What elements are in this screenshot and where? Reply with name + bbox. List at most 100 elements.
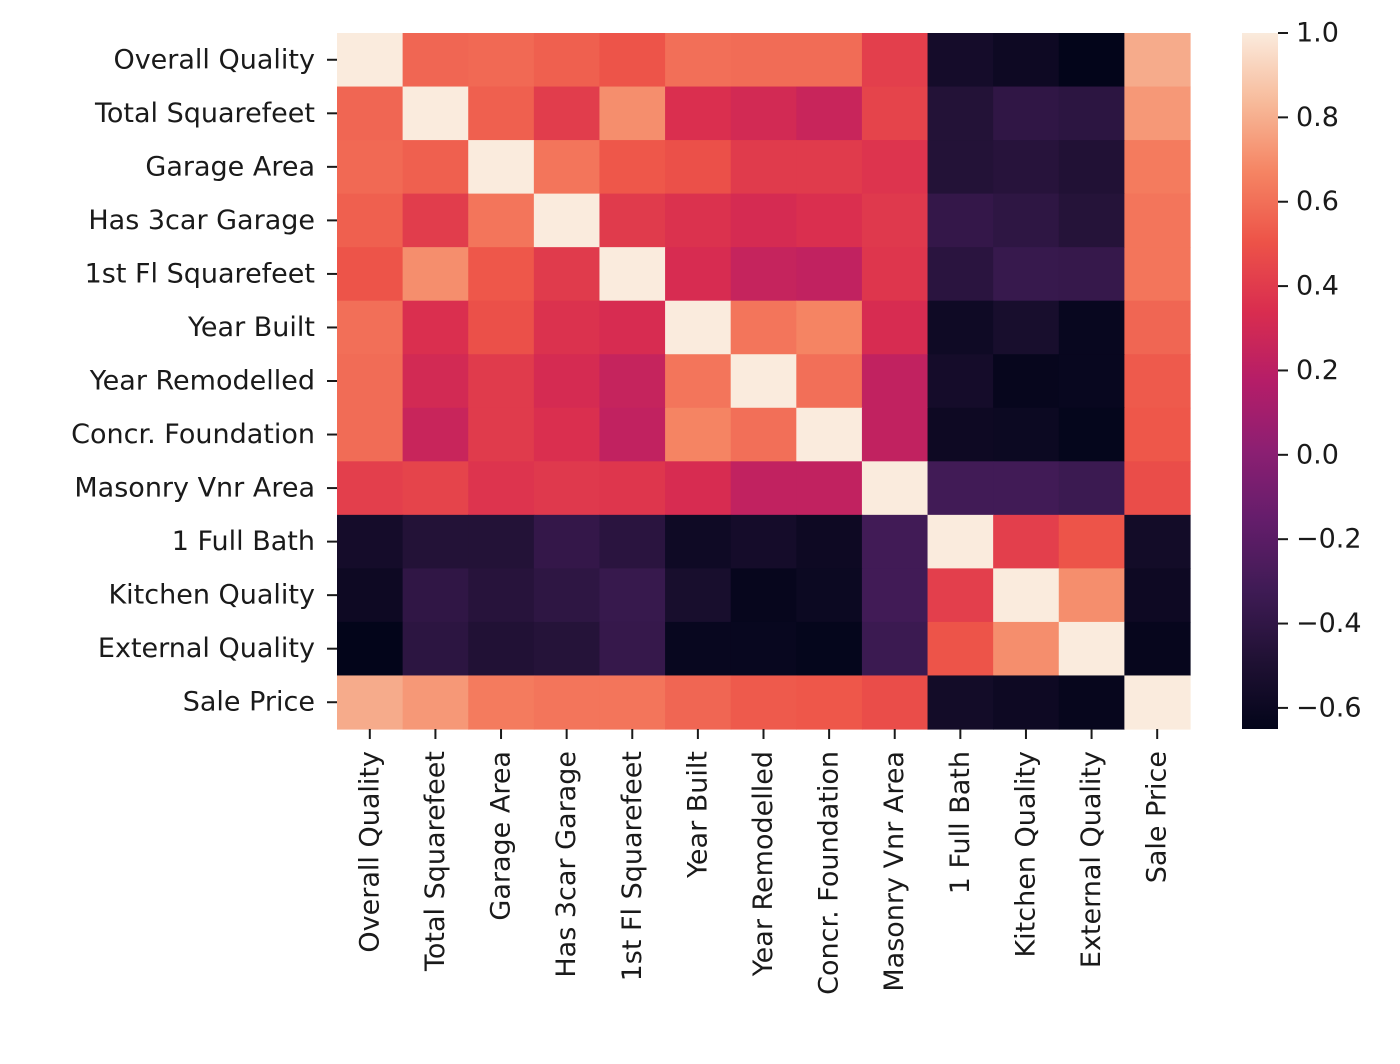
- heatmap-cell: [665, 568, 732, 623]
- colorbar-ticks: 1.0 0.8 0.6 0.4 0.2 0.0 −0.2 −0.4 −0.6: [1278, 18, 1362, 723]
- row-label: Year Remodelled: [89, 366, 315, 397]
- row-label: Has 3car Garage: [88, 205, 315, 236]
- heatmap-cell: [337, 514, 404, 569]
- heatmap-cell: [993, 354, 1060, 409]
- heatmap-cell: [1058, 247, 1125, 302]
- heatmap-cell: [730, 514, 797, 569]
- heatmap-cell: [730, 354, 797, 409]
- heatmap-cell: [861, 621, 929, 677]
- heatmap-cell: [1058, 514, 1125, 569]
- colorbar-tick-label: −0.6: [1296, 692, 1362, 723]
- heatmap-cell: [533, 514, 601, 569]
- heatmap-cell: [402, 514, 469, 569]
- heatmap-cell: [533, 247, 601, 302]
- column-label: Overall Quality: [354, 751, 385, 953]
- column-label: Masonry Vnr Area: [879, 751, 910, 992]
- heatmap-cell: [468, 247, 535, 302]
- heatmap-cell: [1124, 568, 1191, 623]
- heatmap-cell: [1124, 407, 1191, 462]
- heatmap-cell: [861, 461, 929, 516]
- colorbar: [1242, 33, 1278, 729]
- heatmap-cell: [993, 675, 1060, 730]
- row-label: Concr. Foundation: [71, 419, 315, 450]
- row-label: Masonry Vnr Area: [74, 473, 315, 504]
- heatmap-cell: [468, 300, 535, 355]
- row-label: 1 Full Bath: [172, 526, 315, 557]
- column-labels: Overall Quality Total Squarefeet Garage Ar…: [354, 729, 1173, 995]
- heatmap-cell: [665, 247, 732, 302]
- heatmap-cell: [402, 407, 469, 462]
- heatmap-cell: [1058, 33, 1125, 88]
- colorbar-tick-label: 0.6: [1296, 186, 1339, 217]
- heatmap-cell: [599, 621, 666, 677]
- heatmap-cell: [468, 407, 535, 462]
- heatmap-cell: [1124, 33, 1191, 88]
- heatmap-cell: [1124, 140, 1191, 195]
- heatmap-cell: [927, 300, 994, 355]
- heatmap-cell: [730, 675, 797, 730]
- heatmap-cell: [927, 514, 994, 569]
- colorbar-tick-label: −0.2: [1296, 524, 1362, 555]
- row-labels: Overall Quality Total Squarefeet Garage Ar…: [71, 44, 337, 718]
- heatmap-cell: [599, 247, 666, 302]
- heatmap-cell: [1124, 461, 1191, 516]
- heatmap-cell: [796, 193, 863, 248]
- row-label: Kitchen Quality: [108, 580, 315, 611]
- heatmap-cell: [796, 514, 863, 569]
- row-label: External Quality: [98, 633, 315, 664]
- colorbar-tick-label: 0.0: [1296, 439, 1339, 470]
- heatmap-cell: [796, 33, 863, 88]
- heatmap-cell: [599, 300, 666, 355]
- heatmap-cell: [402, 33, 469, 88]
- heatmap-cell: [337, 86, 404, 141]
- heatmap-cell: [468, 514, 535, 569]
- heatmap-cell: [402, 621, 469, 677]
- row-label: Sale Price: [183, 687, 315, 718]
- heatmap-cell: [337, 354, 404, 409]
- heatmap-cells: [337, 33, 1191, 730]
- heatmap-cell: [468, 33, 535, 88]
- heatmap-cell: [861, 354, 929, 409]
- heatmap-cell: [599, 86, 666, 141]
- heatmap-cell: [337, 407, 404, 462]
- heatmap-cell: [665, 140, 732, 195]
- column-label: 1 Full Bath: [945, 751, 976, 894]
- heatmap-cell: [993, 33, 1060, 88]
- heatmap-cell: [468, 193, 535, 248]
- heatmap-cell: [861, 247, 929, 302]
- heatmap-cell: [402, 568, 469, 623]
- heatmap-cell: [337, 247, 404, 302]
- heatmap-cell: [730, 300, 797, 355]
- heatmap-cell: [1058, 568, 1125, 623]
- heatmap-cell: [796, 461, 863, 516]
- heatmap-cell: [665, 193, 732, 248]
- heatmap-cell: [796, 407, 863, 462]
- heatmap-cell: [533, 461, 601, 516]
- heatmap-cell: [533, 675, 601, 730]
- heatmap-cell: [402, 300, 469, 355]
- heatmap-cell: [730, 86, 797, 141]
- heatmap-cell: [665, 33, 732, 88]
- heatmap-cell: [1124, 86, 1191, 141]
- heatmap-cell: [796, 621, 863, 677]
- row-label: Garage Area: [145, 151, 315, 182]
- heatmap-cell: [665, 86, 732, 141]
- heatmap-cell: [1058, 675, 1125, 730]
- heatmap-cell: [1058, 193, 1125, 248]
- heatmap-cell: [796, 140, 863, 195]
- heatmap-cell: [599, 33, 666, 88]
- heatmap-cell: [1058, 461, 1125, 516]
- heatmap-cell: [993, 461, 1060, 516]
- heatmap-cell: [993, 300, 1060, 355]
- heatmap-cell: [730, 407, 797, 462]
- colorbar-tick-label: −0.4: [1296, 608, 1362, 639]
- heatmap-cell: [1124, 621, 1191, 677]
- heatmap-cell: [468, 675, 535, 730]
- row-label: Total Squarefeet: [94, 98, 315, 129]
- heatmap-cell: [796, 86, 863, 141]
- heatmap-cell: [533, 568, 601, 623]
- column-label: Kitchen Quality: [1010, 751, 1041, 958]
- heatmap-cell: [861, 86, 929, 141]
- heatmap-cell: [337, 675, 404, 730]
- heatmap-cell: [1058, 354, 1125, 409]
